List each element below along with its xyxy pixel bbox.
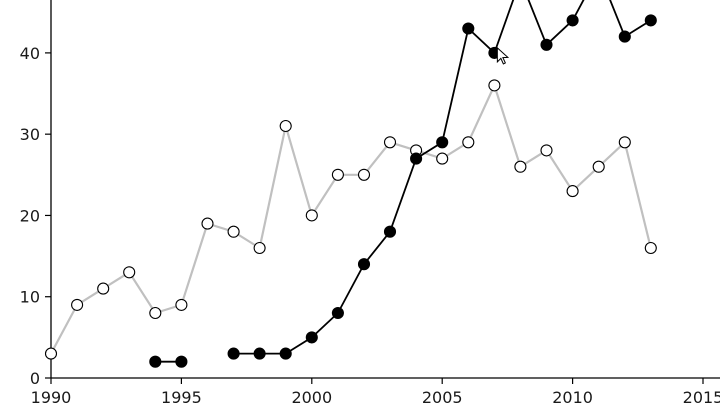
black-series-point bbox=[618, 30, 631, 43]
grey-series-point bbox=[253, 241, 266, 255]
grey-series-point bbox=[123, 266, 136, 279]
grey-series-line bbox=[50, 82, 652, 355]
y-tick-label: 40 bbox=[20, 44, 40, 63]
grey-series-point bbox=[488, 79, 501, 92]
grey-series-point bbox=[618, 136, 631, 149]
black-series-point bbox=[305, 331, 318, 344]
grey-series-point bbox=[44, 347, 58, 360]
black-series-point bbox=[253, 347, 266, 360]
black-series-point bbox=[331, 306, 344, 320]
x-tick-label: 2010 bbox=[552, 388, 593, 404]
y-tick-label: 30 bbox=[20, 125, 40, 144]
black-series-point bbox=[279, 347, 292, 360]
black-series-point bbox=[436, 136, 449, 149]
grey-series-point bbox=[462, 136, 475, 149]
mouse-pointer-icon bbox=[496, 46, 510, 65]
grey-series-point bbox=[331, 168, 344, 181]
x-tick-label: 2005 bbox=[422, 388, 463, 404]
grey-series-point bbox=[436, 152, 449, 165]
grey-series-point bbox=[514, 160, 527, 173]
grey-series-point bbox=[97, 282, 110, 295]
grey-series-point bbox=[149, 306, 162, 320]
grey-series-point bbox=[592, 160, 605, 173]
black-series-point bbox=[175, 355, 188, 368]
grey-series-point bbox=[305, 209, 318, 222]
x-tick-label: 1995 bbox=[161, 388, 202, 404]
grey-series-point bbox=[540, 144, 553, 157]
grey-series-point bbox=[383, 136, 397, 149]
black-series-point bbox=[410, 152, 423, 165]
grey-series-point bbox=[201, 217, 214, 230]
black-series-point bbox=[540, 38, 553, 51]
black-series-point bbox=[566, 14, 579, 27]
black-series-point bbox=[149, 355, 162, 368]
grey-series-point bbox=[566, 185, 579, 198]
black-series-point bbox=[462, 22, 475, 35]
grey-series-point bbox=[175, 298, 188, 311]
x-tick-label: 2015 bbox=[683, 388, 720, 404]
grey-series-point bbox=[357, 168, 371, 181]
x-tick-label: 2000 bbox=[291, 388, 332, 404]
y-tick-label: 0 bbox=[30, 369, 40, 388]
grey-series-point bbox=[227, 225, 240, 238]
black-series-point bbox=[644, 14, 657, 27]
grey-series-point bbox=[644, 241, 657, 255]
x-tick-label: 1990 bbox=[31, 388, 72, 404]
y-tick-label: 20 bbox=[20, 206, 40, 225]
black-series-point bbox=[227, 347, 240, 360]
grey-series-point bbox=[71, 298, 84, 311]
black-series-point bbox=[383, 225, 397, 238]
y-tick-label: 10 bbox=[20, 288, 40, 307]
grey-series-point bbox=[279, 119, 292, 133]
black-series-point bbox=[357, 258, 371, 271]
